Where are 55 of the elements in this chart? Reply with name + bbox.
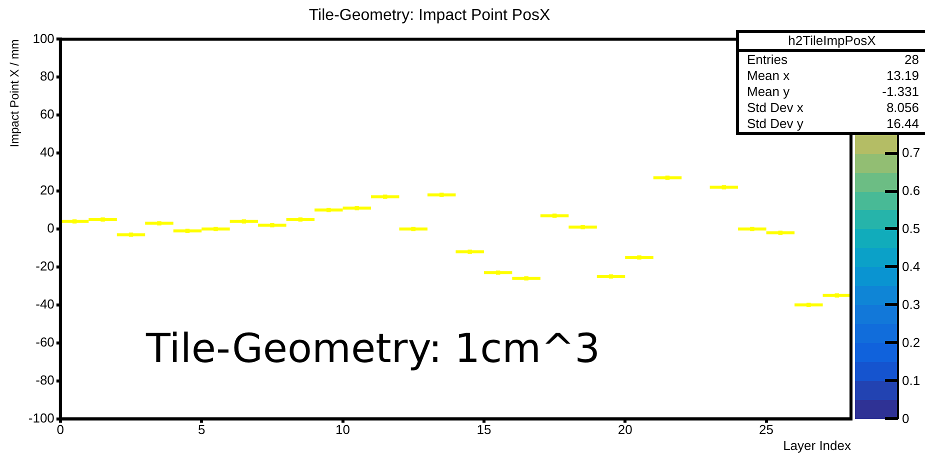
point: [637, 255, 642, 260]
y-tick-label: 80: [40, 68, 54, 84]
x-tick-label: 15: [476, 422, 492, 438]
point: [326, 208, 331, 212]
color-bar-label: 0: [902, 410, 910, 426]
point: [524, 276, 528, 280]
annotation: h2TileImpPosX: [739, 33, 925, 52]
point: [439, 192, 444, 197]
y-tick-label: -20: [36, 258, 54, 274]
y-tick-label: -80: [36, 372, 54, 388]
y-tick-label: 60: [40, 106, 54, 122]
x-tick-label: 5: [198, 422, 206, 438]
y-tick-label: 40: [40, 144, 54, 160]
annotation: Tile-Geometry: 1cm^3: [146, 326, 600, 372]
point: [552, 214, 557, 218]
y-tick-label: 100: [32, 30, 54, 46]
text: Std Dev y 16.44: [747, 116, 919, 131]
color-bar-label: 0.1: [902, 372, 920, 388]
point: [722, 185, 726, 190]
x-tick-label: 20: [618, 422, 632, 438]
text: Std Dev x 8.056: [747, 100, 919, 115]
color-bar-label: 0.2: [902, 334, 920, 350]
color-bar-label: 0.3: [902, 296, 920, 312]
y-tick-label: -60: [36, 334, 54, 350]
point: [383, 194, 388, 199]
point: [580, 224, 585, 230]
point: [665, 176, 670, 180]
x-tick-label: 25: [759, 422, 774, 438]
y-axis-title: Impact Point X / mm: [8, 39, 22, 148]
color-bar-label: 0.6: [902, 183, 920, 198]
text: Mean x 13.19: [747, 68, 919, 83]
y-tick-label: -40: [36, 296, 54, 312]
point: [157, 221, 162, 226]
text: Mean y -1.331: [747, 84, 919, 99]
text: Entries 28: [747, 52, 919, 67]
point: [100, 217, 105, 222]
x-tick-label: 0: [56, 422, 64, 438]
point: [496, 270, 500, 275]
x-tick-label: 10: [336, 422, 350, 438]
y-tick-label: -100: [28, 410, 54, 426]
point: [806, 302, 811, 308]
point: [411, 226, 416, 232]
y-tick-label: 20: [40, 182, 54, 198]
x-axis-title: Layer Index: [783, 438, 852, 453]
point: [750, 226, 754, 232]
chart-title: Tile-Geometry: Impact Point PosX: [308, 7, 550, 24]
point: [214, 226, 218, 232]
point: [270, 223, 274, 228]
point: [468, 250, 472, 254]
point: [778, 230, 783, 235]
color-bar-label: 0.7: [902, 145, 920, 160]
point: [128, 232, 134, 237]
color-bar-label: 0.4: [902, 258, 920, 274]
color-bar-label: 0.5: [902, 220, 920, 236]
y-tick-label: 0: [47, 220, 54, 236]
